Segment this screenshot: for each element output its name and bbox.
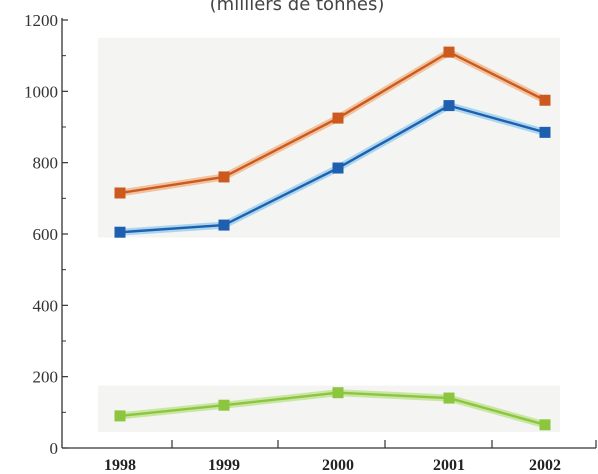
y-tick-label-1000: 1000 xyxy=(24,82,58,101)
series-0-marker-2002 xyxy=(539,94,551,106)
x-tick-label-2001: 2001 xyxy=(433,457,465,474)
series-1 xyxy=(114,100,551,238)
series-1-marker-2002 xyxy=(539,126,551,138)
series-0-marker-2001 xyxy=(443,46,455,58)
x-tick-label-2002: 2002 xyxy=(529,457,561,474)
series-0-marker-2000 xyxy=(332,112,344,124)
series-0 xyxy=(114,46,551,199)
background-band-0 xyxy=(98,37,560,238)
series-2-marker-2000 xyxy=(332,387,344,399)
axes: 0 200 400 600 800 1000 1200 1998 1999 2000 2001 200… xyxy=(24,11,597,474)
y-tick-label-200: 200 xyxy=(33,368,59,387)
series-2-marker-1999 xyxy=(218,399,230,411)
series-1-marker-1998 xyxy=(114,226,126,238)
x-tick-label-2000: 2000 xyxy=(322,457,354,474)
series-layer xyxy=(114,46,551,431)
y-tick-label-0: 0 xyxy=(50,439,59,458)
series-2 xyxy=(114,387,551,431)
background-bands xyxy=(98,37,560,432)
y-tick-label-400: 400 xyxy=(33,296,59,315)
series-1-marker-2001 xyxy=(443,100,455,112)
series-2-marker-2001 xyxy=(443,392,455,404)
x-tick-label-1998: 1998 xyxy=(104,457,136,474)
series-2-marker-1998 xyxy=(114,410,126,422)
series-1-marker-1999 xyxy=(218,219,230,231)
y-tick-label-1200: 1200 xyxy=(24,11,58,30)
y-tick-label-600: 600 xyxy=(33,225,59,244)
x-tick-label-1999: 1999 xyxy=(208,457,240,474)
series-2-marker-2002 xyxy=(539,419,551,431)
y-tick-label-800: 800 xyxy=(33,154,59,173)
series-0-marker-1998 xyxy=(114,187,126,199)
series-1-marker-2000 xyxy=(332,162,344,174)
chart-subtitle: (milliers de tonnes) xyxy=(210,0,385,15)
series-0-marker-1999 xyxy=(218,171,230,183)
